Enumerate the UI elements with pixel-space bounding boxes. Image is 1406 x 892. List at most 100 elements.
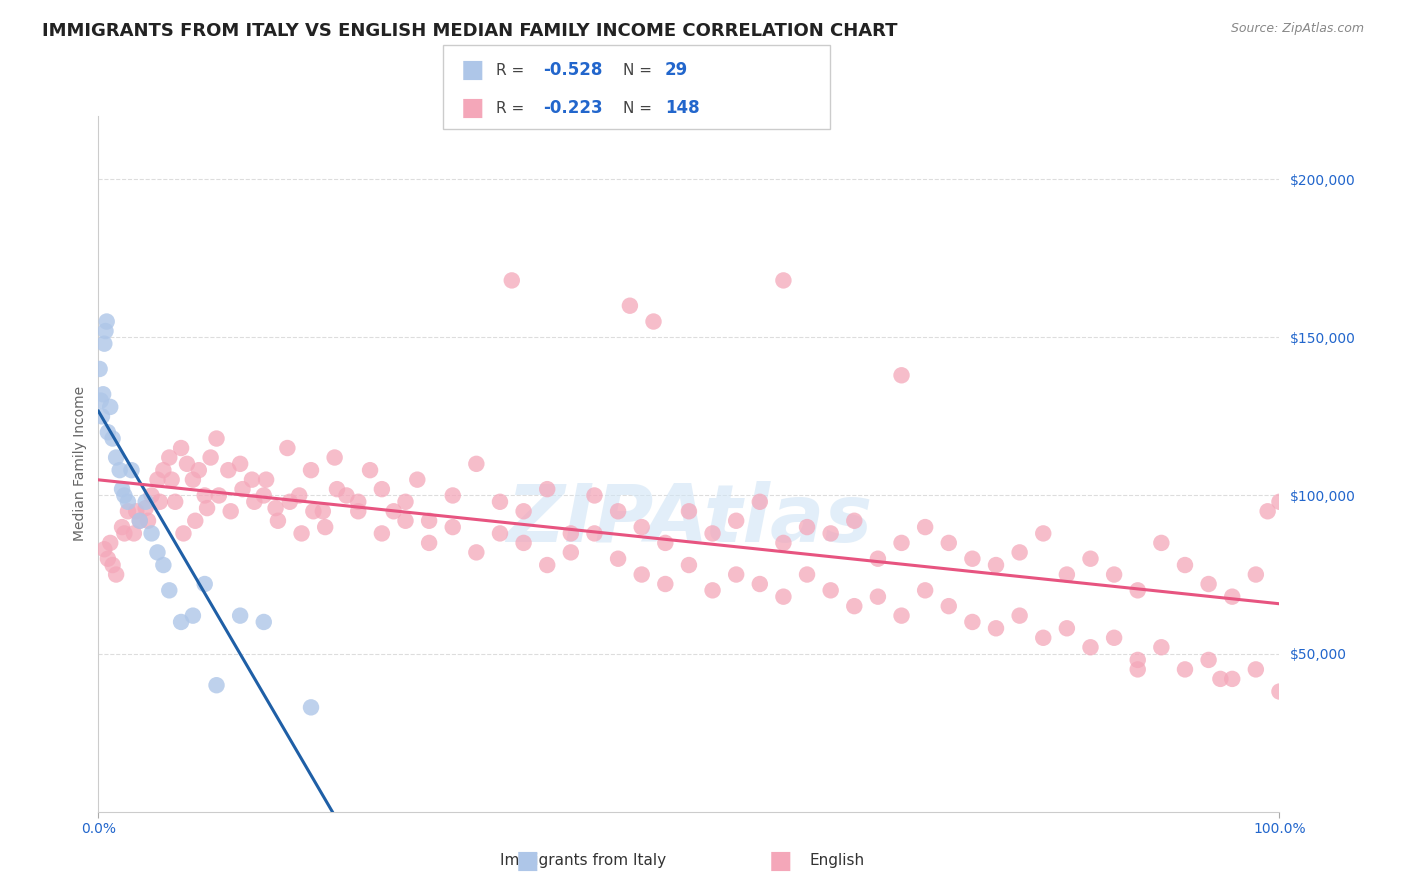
Point — [1268, 684, 1291, 698]
Point — [117, 504, 139, 518]
Text: Immigrants from Italy: Immigrants from Italy — [501, 854, 666, 868]
Point — [844, 599, 866, 614]
Text: IMMIGRANTS FROM ITALY VS ENGLISH MEDIAN FAMILY INCOME CORRELATION CHART: IMMIGRANTS FROM ITALY VS ENGLISH MEDIAN … — [42, 22, 897, 40]
Point — [97, 551, 120, 566]
Point — [98, 536, 121, 550]
Point — [1150, 640, 1173, 655]
Point — [914, 583, 936, 598]
Point — [1174, 662, 1197, 676]
Point — [219, 504, 242, 518]
Point — [441, 488, 464, 502]
Point — [962, 615, 984, 629]
Point — [136, 514, 159, 528]
Point — [194, 577, 217, 591]
Point — [125, 504, 148, 518]
Point — [394, 514, 416, 528]
Point — [866, 590, 889, 604]
Point — [117, 495, 139, 509]
Text: 148: 148 — [665, 99, 700, 117]
Point — [205, 432, 228, 446]
Point — [128, 514, 150, 528]
Point — [152, 558, 174, 572]
Point — [1032, 631, 1054, 645]
Point — [654, 577, 676, 591]
Point — [141, 488, 163, 502]
Point — [231, 482, 253, 496]
Text: ■: ■ — [461, 96, 485, 120]
Point — [489, 495, 512, 509]
Point — [146, 545, 169, 559]
Point — [253, 488, 276, 502]
Text: 29: 29 — [665, 61, 689, 79]
Point — [654, 536, 676, 550]
Point — [335, 488, 357, 502]
Point — [1008, 545, 1031, 559]
Point — [89, 362, 111, 376]
Point — [326, 482, 349, 496]
Point — [205, 678, 228, 692]
Point — [536, 558, 558, 572]
Point — [772, 273, 794, 287]
Point — [181, 473, 204, 487]
Point — [200, 450, 222, 465]
Point — [619, 299, 641, 313]
Point — [1056, 621, 1078, 635]
Point — [194, 488, 217, 502]
Point — [243, 495, 266, 509]
Point — [108, 463, 131, 477]
Point — [962, 551, 984, 566]
Point — [1102, 567, 1125, 582]
Point — [630, 567, 652, 582]
Text: N =: N = — [623, 101, 657, 116]
Point — [914, 520, 936, 534]
Point — [607, 504, 630, 518]
Point — [1080, 640, 1102, 655]
Text: -0.528: -0.528 — [543, 61, 602, 79]
Point — [1220, 590, 1243, 604]
Point — [111, 520, 134, 534]
Point — [160, 473, 183, 487]
Point — [217, 463, 239, 477]
Point — [264, 501, 287, 516]
Point — [97, 425, 120, 440]
Text: English: English — [808, 854, 865, 868]
Point — [290, 526, 312, 541]
Point — [465, 457, 488, 471]
Point — [93, 542, 115, 557]
Point — [465, 545, 488, 559]
Point — [725, 567, 748, 582]
Point — [111, 482, 134, 496]
Point — [796, 520, 818, 534]
Point — [820, 526, 842, 541]
Point — [135, 495, 157, 509]
Point — [181, 608, 204, 623]
Point — [1102, 631, 1125, 645]
Point — [101, 558, 124, 572]
Point — [1126, 583, 1149, 598]
Point — [146, 473, 169, 487]
Point — [165, 495, 187, 509]
Point — [347, 504, 370, 518]
Y-axis label: Median Family Income: Median Family Income — [73, 386, 87, 541]
Point — [229, 457, 252, 471]
Point — [128, 514, 150, 528]
Point — [512, 536, 534, 550]
Text: -0.223: -0.223 — [543, 99, 602, 117]
Point — [583, 526, 606, 541]
Point — [208, 488, 231, 502]
Point — [1174, 558, 1197, 572]
Point — [98, 400, 121, 414]
Point — [371, 526, 394, 541]
Point — [172, 526, 194, 541]
Point — [1126, 653, 1149, 667]
Point — [152, 463, 174, 477]
Point — [1198, 653, 1220, 667]
Point — [1126, 662, 1149, 676]
Point — [748, 495, 770, 509]
Point — [90, 393, 112, 408]
Text: ■: ■ — [769, 849, 792, 872]
Text: ■: ■ — [461, 58, 485, 82]
Point — [195, 501, 218, 516]
Text: ZIPAtlas: ZIPAtlas — [506, 481, 872, 558]
Point — [135, 501, 157, 516]
